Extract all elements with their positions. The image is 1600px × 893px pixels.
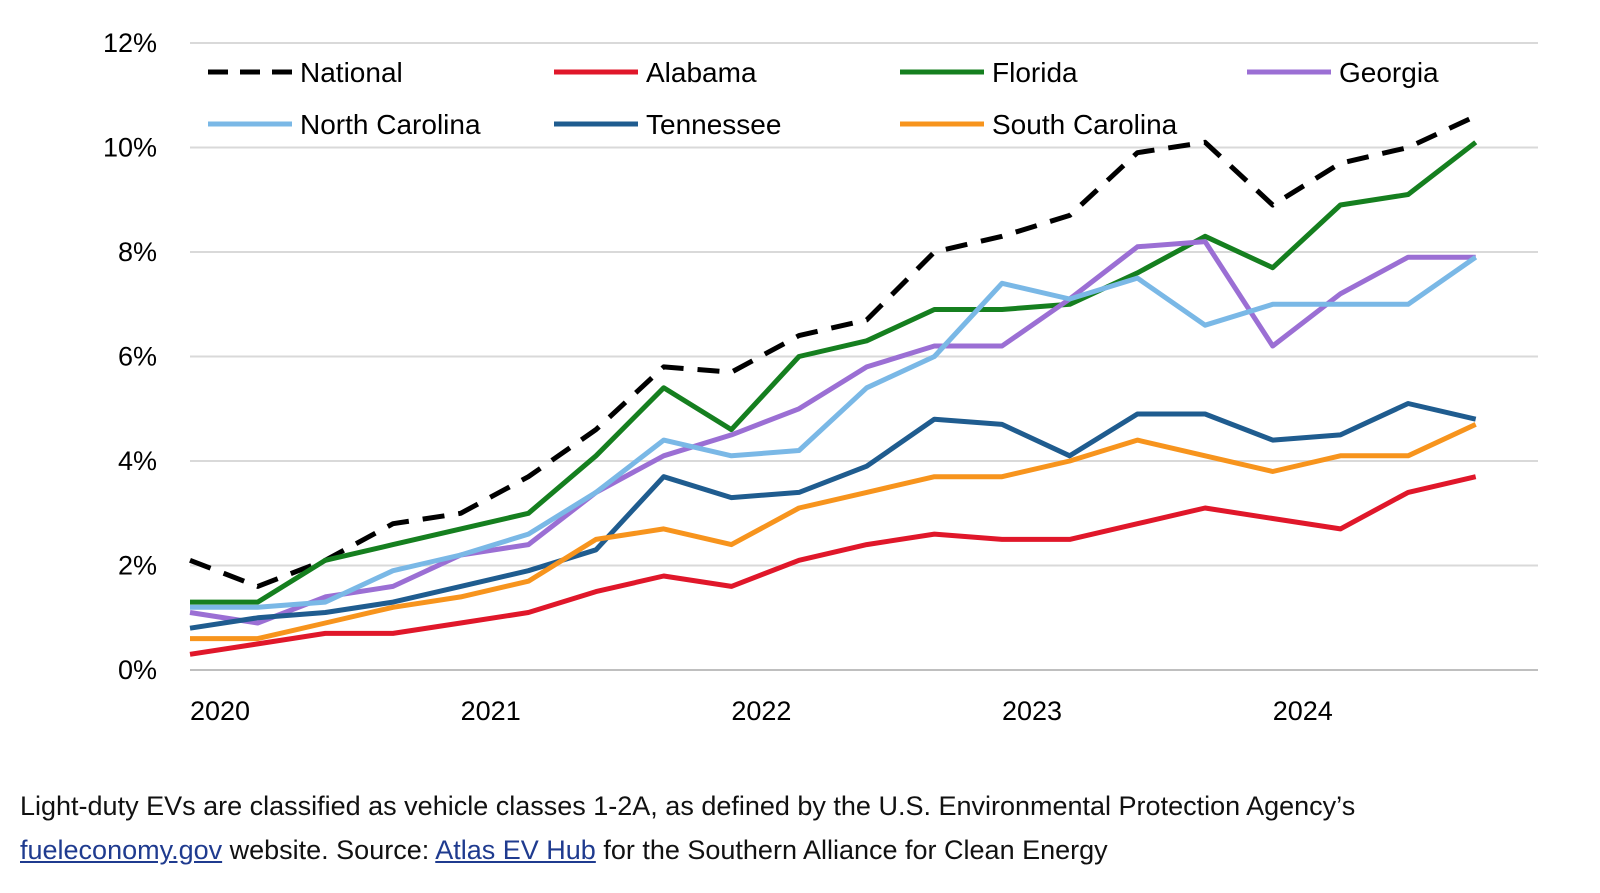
x-tick-label: 2021 (461, 696, 521, 726)
x-tick-label: 2024 (1273, 696, 1333, 726)
legend-label: South Carolina (992, 109, 1178, 140)
series-line-north-carolina (190, 255, 1478, 610)
fueleconomy-link[interactable]: fueleconomy.gov (20, 835, 223, 865)
legend-label: Georgia (1339, 57, 1439, 88)
legend-label: North Carolina (300, 109, 481, 140)
atlas-ev-hub-link[interactable]: Atlas EV Hub (435, 835, 596, 865)
legend-item: National (208, 57, 403, 88)
series-line-alabama (189, 474, 1477, 657)
x-tick-label: 2023 (1002, 696, 1062, 726)
y-tick-label: 12% (103, 28, 157, 58)
series-line-south-carolina (190, 422, 1477, 642)
y-axis-ticks: 0% 2% 4% 6% 8% 10% 12% (103, 28, 157, 685)
footnote: Light-duty EVs are classified as vehicle… (20, 784, 1580, 872)
footnote-text2: website. Source: (222, 835, 436, 865)
x-axis-ticks: 2020 2021 2022 2023 2024 (190, 696, 1333, 726)
footnote-line1: Light-duty EVs are classified as vehicle… (20, 791, 1356, 821)
legend-item: Florida (900, 57, 1078, 88)
x-tick-label: 2020 (190, 696, 250, 726)
y-tick-label: 4% (118, 446, 157, 476)
y-tick-label: 6% (118, 342, 157, 372)
y-tick-label: 2% (118, 551, 157, 581)
legend-item: North Carolina (208, 109, 481, 140)
legend-item: South Carolina (900, 109, 1178, 140)
legend: National Alabama Florida Georgia North Carol… (208, 57, 1439, 140)
legend-item: Georgia (1247, 57, 1439, 88)
footnote-text3: for the Southern Alliance for Clean Ener… (595, 835, 1108, 865)
series-line-national (189, 113, 1477, 589)
legend-label: Tennessee (646, 109, 781, 140)
series-line-tennessee (189, 401, 1477, 631)
series-lines (189, 113, 1478, 657)
legend-label: Alabama (646, 57, 757, 88)
legend-label: Florida (992, 57, 1078, 88)
ev-share-line-chart: 0% 2% 4% 6% 8% 10% 12% 2020 2021 2022 2023 2024 Na… (103, 28, 1538, 726)
y-tick-label: 10% (103, 133, 157, 163)
legend-label: National (300, 57, 403, 88)
series-line-georgia (189, 239, 1476, 626)
y-tick-label: 0% (118, 655, 157, 685)
x-tick-label: 2022 (731, 696, 791, 726)
y-tick-label: 8% (118, 237, 157, 267)
legend-item: Tennessee (554, 109, 781, 140)
legend-item: Alabama (554, 57, 757, 88)
series-line-florida (190, 140, 1478, 605)
